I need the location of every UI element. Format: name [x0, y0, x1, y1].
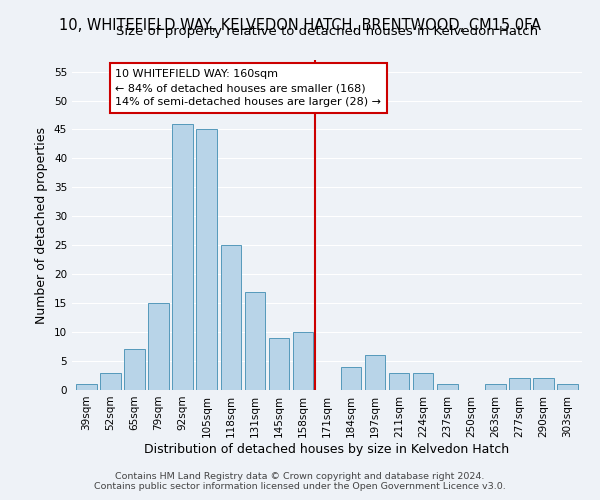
Bar	[509, 378, 530, 390]
Bar	[437, 384, 458, 390]
Text: 10, WHITEFIELD WAY, KELVEDON HATCH, BRENTWOOD, CM15 0FA: 10, WHITEFIELD WAY, KELVEDON HATCH, BREN…	[59, 18, 541, 32]
Bar	[221, 246, 241, 390]
Bar	[269, 338, 289, 390]
Title: Size of property relative to detached houses in Kelvedon Hatch: Size of property relative to detached ho…	[116, 25, 538, 38]
Bar	[341, 367, 361, 390]
Text: Contains HM Land Registry data © Crown copyright and database right 2024.: Contains HM Land Registry data © Crown c…	[115, 472, 485, 481]
Bar	[196, 130, 217, 390]
Y-axis label: Number of detached properties: Number of detached properties	[35, 126, 49, 324]
Bar	[533, 378, 554, 390]
Bar	[148, 303, 169, 390]
Bar	[76, 384, 97, 390]
Bar	[100, 372, 121, 390]
Bar	[557, 384, 578, 390]
Bar	[172, 124, 193, 390]
Bar	[124, 350, 145, 390]
Bar	[293, 332, 313, 390]
Bar	[485, 384, 506, 390]
Text: 10 WHITEFIELD WAY: 160sqm
← 84% of detached houses are smaller (168)
14% of semi: 10 WHITEFIELD WAY: 160sqm ← 84% of detac…	[115, 68, 382, 108]
Bar	[413, 372, 433, 390]
X-axis label: Distribution of detached houses by size in Kelvedon Hatch: Distribution of detached houses by size …	[145, 442, 509, 456]
Bar	[245, 292, 265, 390]
Bar	[389, 372, 409, 390]
Text: Contains public sector information licensed under the Open Government Licence v3: Contains public sector information licen…	[94, 482, 506, 491]
Bar	[365, 356, 385, 390]
